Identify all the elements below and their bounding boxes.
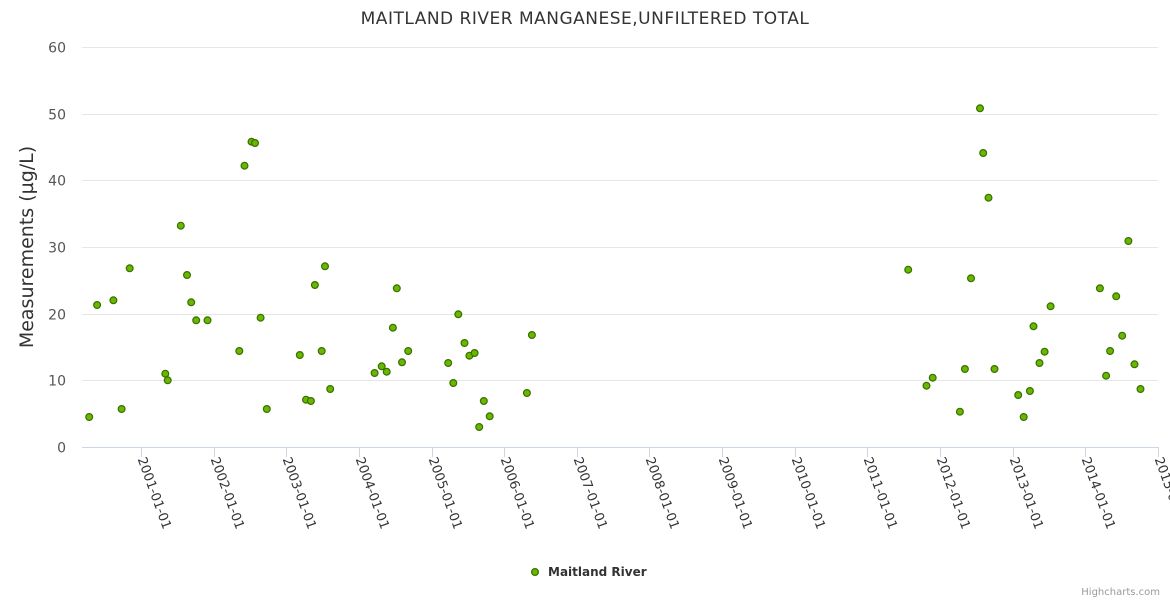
data-point[interactable] <box>1046 302 1055 311</box>
data-point[interactable] <box>370 369 379 378</box>
x-tick-label: 2014-01-01 <box>1078 455 1118 531</box>
data-point[interactable] <box>975 104 984 113</box>
data-point[interactable] <box>377 362 386 371</box>
data-point[interactable] <box>1106 347 1115 356</box>
legend-label[interactable]: Maitland River <box>548 565 647 579</box>
data-point[interactable] <box>295 351 304 360</box>
data-point[interactable] <box>235 347 244 356</box>
x-tick-label: 2002-01-01 <box>207 455 247 531</box>
data-point[interactable] <box>485 412 494 421</box>
x-tick-label: 2015-01-01 <box>1151 455 1170 531</box>
data-point[interactable] <box>527 331 536 340</box>
credits-link[interactable]: Highcharts.com <box>1081 587 1160 598</box>
data-point[interactable] <box>460 339 469 348</box>
data-point[interactable] <box>444 359 453 368</box>
data-point[interactable] <box>522 389 531 398</box>
x-tick-label: 2005-01-01 <box>425 455 465 531</box>
data-point[interactable] <box>326 385 335 394</box>
data-point[interactable] <box>1136 385 1145 394</box>
data-point[interactable] <box>240 161 249 170</box>
data-point[interactable] <box>1112 292 1121 301</box>
data-point[interactable] <box>392 284 401 293</box>
data-point[interactable] <box>163 376 172 385</box>
data-point[interactable] <box>479 397 488 406</box>
data-point[interactable] <box>306 397 315 406</box>
data-point[interactable] <box>192 316 201 325</box>
data-point[interactable] <box>966 274 975 283</box>
y-tick-label: 20 <box>48 308 66 324</box>
data-point[interactable] <box>251 139 260 148</box>
data-point[interactable] <box>109 296 118 305</box>
data-point[interactable] <box>125 264 134 273</box>
data-point[interactable] <box>449 379 458 388</box>
y-tick-label: 50 <box>48 108 66 124</box>
data-point[interactable] <box>1095 284 1104 293</box>
y-tick-label: 60 <box>48 41 66 57</box>
x-tick-label: 2008-01-01 <box>642 455 682 531</box>
data-point[interactable] <box>117 405 126 414</box>
x-tick-label: 2013-01-01 <box>1006 455 1046 531</box>
data-point[interactable] <box>475 423 484 432</box>
data-point[interactable] <box>470 349 479 358</box>
data-point[interactable] <box>176 221 185 230</box>
x-tick-label: 2010-01-01 <box>788 455 828 531</box>
data-point[interactable] <box>382 367 391 376</box>
data-point[interactable] <box>161 369 170 378</box>
x-tick-label: 2003-01-01 <box>279 455 319 531</box>
data-point[interactable] <box>203 316 212 325</box>
data-point[interactable] <box>1025 387 1034 396</box>
x-tick-label: 2006-01-01 <box>497 455 537 531</box>
x-axis-ticks: 2001-01-01 2002-01-01 2003-01-01 2004-01-01… <box>134 447 1170 531</box>
data-point[interactable] <box>1019 413 1028 422</box>
data-point[interactable] <box>928 373 937 382</box>
data-point[interactable] <box>183 271 192 280</box>
y-tick-label: 10 <box>48 374 66 390</box>
data-point[interactable] <box>990 365 999 374</box>
data-point[interactable] <box>1102 371 1111 380</box>
data-point[interactable] <box>310 281 319 290</box>
x-tick-label: 2004-01-01 <box>352 455 392 531</box>
data-point[interactable] <box>1118 331 1127 340</box>
x-tick-label: 2011-01-01 <box>860 455 900 531</box>
data-point[interactable] <box>1029 322 1038 331</box>
data-point[interactable] <box>1014 391 1023 400</box>
legend[interactable]: Maitland River <box>530 565 647 579</box>
data-point[interactable] <box>1130 360 1139 369</box>
data-point[interactable] <box>398 358 407 367</box>
x-tick-label: 2007-01-01 <box>570 455 610 531</box>
x-tick-label: 2009-01-01 <box>715 455 755 531</box>
grid-lines <box>82 47 1158 381</box>
data-point[interactable] <box>922 381 931 390</box>
data-point[interactable] <box>85 413 94 422</box>
data-point[interactable] <box>404 347 413 356</box>
data-point[interactable] <box>984 193 993 202</box>
y-axis-ticks: 0 10 20 30 40 50 60 <box>48 41 66 457</box>
data-point[interactable] <box>979 149 988 158</box>
y-tick-label: 40 <box>48 174 66 190</box>
y-tick-label: 30 <box>48 241 66 257</box>
data-point[interactable] <box>904 265 913 274</box>
data-point[interactable] <box>1040 347 1049 356</box>
data-point[interactable] <box>187 298 196 307</box>
x-tick-label: 2012-01-01 <box>933 455 973 531</box>
chart-title: MAITLAND RIVER MANGANESE,UNFILTERED TOTA… <box>361 9 810 29</box>
y-axis-label: Measurements (µg/L) <box>16 146 38 348</box>
data-point[interactable] <box>262 405 271 414</box>
legend-marker[interactable] <box>530 567 539 576</box>
series-maitland-river <box>85 104 1145 432</box>
data-point[interactable] <box>1035 359 1044 368</box>
y-tick-label: 0 <box>57 441 66 457</box>
data-point[interactable] <box>321 262 330 271</box>
data-point[interactable] <box>454 310 463 319</box>
data-point[interactable] <box>955 407 964 416</box>
data-point[interactable] <box>960 365 969 374</box>
data-point[interactable] <box>317 347 326 356</box>
x-tick-label: 2001-01-01 <box>134 455 174 531</box>
data-point[interactable] <box>93 301 102 310</box>
data-point[interactable] <box>1124 237 1133 246</box>
data-point[interactable] <box>388 323 397 332</box>
data-point[interactable] <box>256 313 265 322</box>
